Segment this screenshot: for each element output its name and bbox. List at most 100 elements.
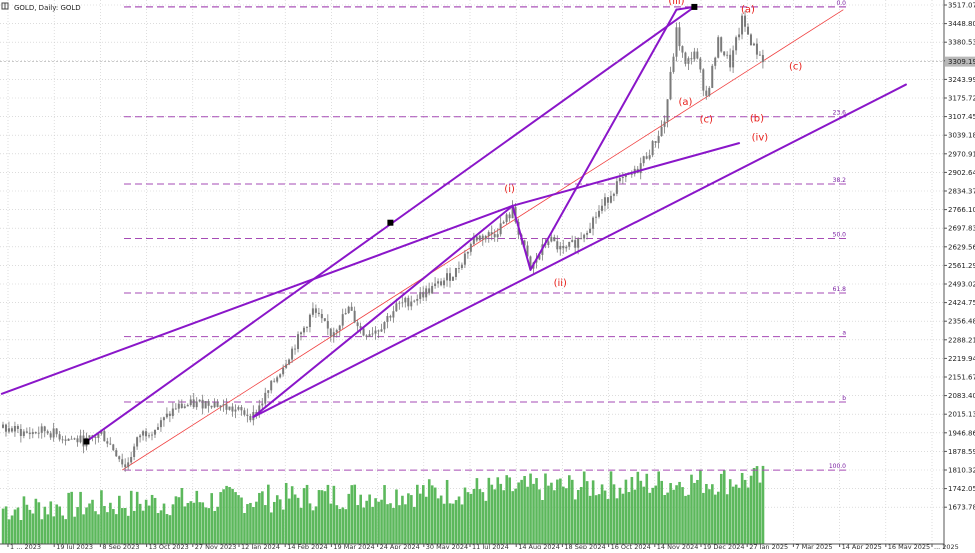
candle-body (413, 300, 416, 302)
price-candles (2, 10, 764, 472)
candle-body (308, 314, 311, 328)
candle-body (496, 234, 499, 238)
volume-bar (484, 500, 488, 544)
volume-bar (499, 483, 503, 544)
anchor-markers[interactable] (83, 3, 698, 445)
volume-bar (475, 478, 479, 544)
volume-bar (76, 507, 79, 544)
volume-bar (749, 475, 753, 544)
volume-bar (52, 516, 56, 544)
date-tick-label: 19 Mar 2024 (333, 543, 374, 549)
channel-line[interactable] (511, 204, 532, 271)
volume-bar (216, 506, 219, 544)
candle-body (639, 163, 642, 174)
candle-body (499, 223, 502, 235)
candle-body (282, 367, 285, 375)
volume-bar (717, 491, 720, 544)
channel-line[interactable] (0, 204, 514, 395)
channel-line[interactable] (529, 8, 678, 271)
volume-bar (559, 478, 562, 544)
candle-body (222, 404, 225, 406)
date-tick-label: 27 Nov 2023 (195, 543, 237, 549)
candle-body (2, 424, 4, 428)
candle-body (630, 174, 633, 175)
price-tick-label: 2356.48 (948, 318, 975, 326)
candle-body (344, 313, 347, 315)
volume-bar (243, 512, 246, 544)
volume-bar (758, 482, 762, 544)
candle-body (228, 406, 231, 410)
volume-bar (296, 497, 300, 544)
volume-bar (705, 483, 708, 544)
candle-body (350, 306, 353, 311)
candle-body (237, 407, 240, 410)
date-tick-label: 19 Jul 2023 (56, 543, 93, 549)
volume-bar (138, 503, 142, 544)
time-axis[interactable]: 1 ... 2023 19 Jul 2023 8 Sep 2023 13 Oct 20… (0, 543, 959, 551)
price-tick-label: 3107.45 (948, 113, 975, 121)
current-price-badge[interactable] (945, 56, 975, 67)
volume-bar (550, 482, 553, 544)
price-tick-label: 1946.86 (948, 429, 975, 437)
candle-body (505, 214, 508, 222)
volume-bar (249, 502, 252, 544)
volume-bar (582, 471, 586, 544)
volume-bar (722, 470, 726, 544)
volume-bar (82, 514, 85, 544)
candle-body (571, 240, 574, 242)
date-tick-label: 16 Oct 2024 (611, 543, 651, 549)
anchor-point-marker[interactable] (691, 3, 698, 10)
channel-line[interactable] (511, 142, 741, 207)
candle-body (28, 432, 31, 435)
volume-bar (588, 495, 592, 544)
volume-bar (699, 469, 702, 544)
volume-bar (323, 491, 327, 544)
candle-body (720, 37, 723, 52)
volume-bar (407, 493, 410, 544)
candle-body (556, 241, 559, 250)
candle-body (240, 407, 243, 411)
wave-label: (a) (741, 4, 755, 15)
volume-bar (600, 484, 604, 544)
candle-body (115, 450, 118, 457)
volume-bar (350, 485, 354, 544)
anchor-point-marker[interactable] (387, 219, 394, 226)
candle-body (64, 439, 67, 441)
channel-line[interactable] (252, 83, 907, 418)
volume-bar (672, 489, 675, 544)
volume-bar (284, 482, 288, 544)
candle-body (22, 431, 25, 436)
candle-body (10, 428, 13, 432)
volume-bar (261, 491, 264, 544)
volume-bar (347, 493, 351, 544)
candle-body (508, 214, 511, 219)
candle-body (267, 390, 270, 393)
candle-body (374, 330, 377, 334)
price-tick-label: 3243.99 (948, 76, 975, 84)
candle-body (362, 328, 365, 336)
candle-body (7, 428, 10, 432)
date-tick-label: 30 May 2024 (426, 543, 468, 549)
volume-bar (174, 496, 178, 544)
candle-body (434, 283, 437, 287)
anchor-point-marker[interactable] (83, 438, 90, 445)
volume-bar (162, 503, 166, 544)
candle-body (88, 435, 91, 438)
volume-bar (427, 479, 431, 544)
price-tick-label: 2561.29 (948, 262, 975, 270)
candle-body (359, 326, 362, 329)
channel-line[interactable] (252, 204, 514, 418)
volume-bar (290, 486, 294, 544)
volume-bar (398, 505, 401, 544)
candle-body (335, 330, 338, 333)
candle-body (174, 408, 177, 410)
volume-bar (463, 487, 467, 544)
fib-level-label: 61.8 (833, 286, 847, 293)
channel-lines[interactable] (0, 5, 907, 443)
volume-bar (609, 471, 613, 544)
candle-body (121, 459, 124, 465)
candle-body (431, 286, 434, 294)
volume-bar (380, 499, 383, 544)
